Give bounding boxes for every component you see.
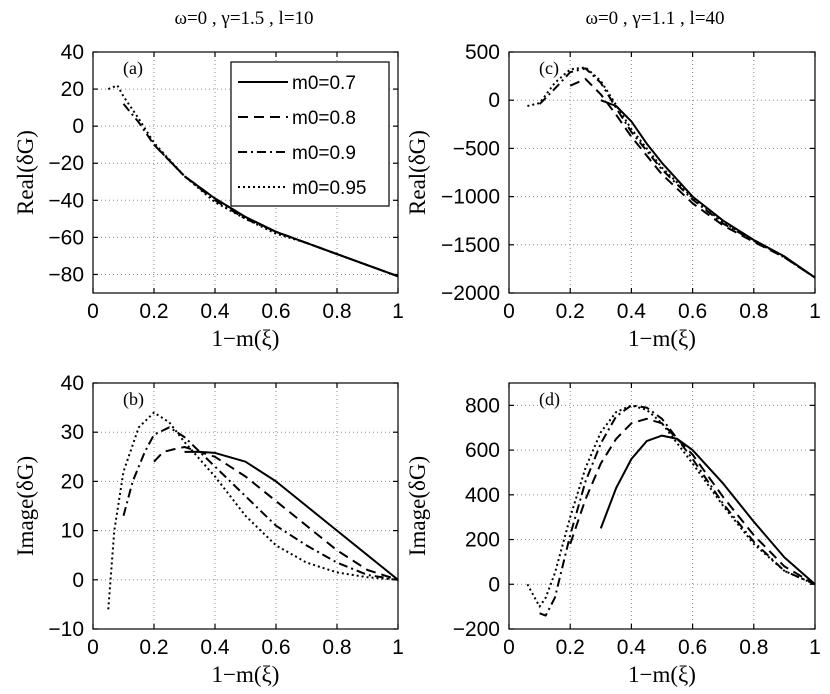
- panel-label: (c): [539, 58, 559, 79]
- legend-entry: m0=0.7: [238, 73, 356, 94]
- x-tick-label: 0.2: [139, 636, 168, 659]
- legend: m0=0.7 m0=0.8 m0=0.9 m0=0.95: [230, 61, 390, 207]
- series-line-dotted: [107, 84, 399, 278]
- y-axis-label: Real(δG): [13, 130, 38, 215]
- x-tick-label: 0.2: [139, 300, 168, 323]
- legend-label: m0=0.8: [292, 108, 356, 129]
- x-tick-label: 0.8: [322, 300, 351, 323]
- series-line-dotted: [107, 411, 399, 610]
- y-tick-label: −80: [48, 263, 84, 286]
- y-tick-label: 0: [72, 569, 84, 592]
- column-title-left: ω=0 , γ=1.5 , l=10: [174, 8, 313, 29]
- x-tick-label: 0.6: [678, 636, 707, 659]
- series-line-dashed: [569, 78, 816, 279]
- axes-frame: [508, 382, 816, 630]
- y-tick-label: 10: [61, 520, 84, 543]
- y-tick-label: 30: [61, 421, 84, 444]
- series-line-dashdot: [122, 103, 399, 278]
- x-tick-label: 0.6: [261, 300, 290, 323]
- axes-frame: [508, 51, 816, 294]
- x-tick-label: 0: [87, 300, 99, 323]
- x-tick-label: 0.2: [556, 636, 585, 659]
- legend-box: [230, 61, 390, 207]
- legend-entry: m0=0.8: [238, 108, 356, 129]
- panel-c: 0 0.2 0.4 0.6 0.8 1 −2000 −1500 −1000 −500 0 500 1−m…: [405, 41, 821, 351]
- y-tick-label: −60: [48, 226, 84, 249]
- axes-frame: [92, 51, 399, 294]
- y-tick-label: 800: [465, 394, 500, 417]
- y-tick-label: 20: [61, 78, 84, 101]
- x-tick-label: 0.4: [617, 300, 647, 323]
- legend-label: m0=0.95: [292, 178, 366, 199]
- x-tick-label: 0.6: [678, 300, 707, 323]
- y-tick-label: 20: [61, 470, 84, 493]
- y-tick-label: 0: [72, 115, 84, 138]
- y-tick-label: 40: [61, 41, 84, 64]
- x-tick-label: 0.4: [617, 636, 647, 659]
- y-tick-label: 400: [465, 484, 500, 507]
- series-line-dashed: [569, 417, 816, 586]
- y-tick-label: −10: [48, 618, 84, 641]
- series-line-solid: [599, 434, 816, 586]
- legend-label: m0=0.9: [292, 143, 356, 164]
- series-line-dotted: [526, 404, 816, 608]
- x-tick-label: 0.8: [739, 636, 768, 659]
- y-axis-label: Image(δG): [405, 456, 430, 556]
- y-tick-label: −1000: [441, 186, 500, 209]
- x-tick-label: 1: [809, 636, 821, 659]
- legend-entry: m0=0.9: [238, 143, 356, 164]
- x-tick-label: 1: [392, 636, 404, 659]
- panel-label: (a): [123, 58, 143, 79]
- x-axis-label: 1−m(ξ): [212, 326, 280, 351]
- x-axis-label: 1−m(ξ): [212, 662, 280, 687]
- y-axis-label: Real(δG): [405, 130, 430, 215]
- y-tick-label: 200: [465, 529, 500, 552]
- x-tick-label: 0.2: [556, 300, 585, 323]
- series-line-dashdot: [122, 426, 399, 581]
- panel-d: 0 0.2 0.4 0.6 0.8 1−20002004006008001−m(ξ)Ima…: [405, 382, 821, 687]
- legend-entry: m0=0.95: [238, 178, 366, 199]
- x-tick-label: 1: [809, 300, 821, 323]
- y-axis-label: Image(δG): [13, 456, 38, 556]
- series-line-dashed: [153, 446, 399, 581]
- panel-b: 0 0.2 0.4 0.6 0.8 1−100102030401−m(ξ)Image(δG…: [13, 372, 404, 687]
- x-axis-label: 1−m(ξ): [628, 326, 696, 351]
- x-tick-label: 0.6: [261, 636, 290, 659]
- panel-label: (b): [123, 389, 144, 410]
- y-tick-label: −2000: [441, 282, 500, 305]
- y-tick-label: −200: [453, 618, 500, 641]
- x-tick-label: 0.8: [322, 636, 351, 659]
- x-tick-label: 0: [503, 636, 515, 659]
- x-axis-label: 1−m(ξ): [628, 662, 696, 687]
- y-tick-label: −20: [48, 152, 84, 175]
- y-tick-label: −1500: [441, 234, 500, 257]
- x-tick-label: 1: [392, 300, 404, 323]
- series-line-dashdot: [538, 67, 816, 279]
- x-tick-label: 0.4: [200, 636, 230, 659]
- y-tick-label: 0: [488, 89, 500, 112]
- column-title-right: ω=0 , γ=1.1 , l=40: [585, 8, 724, 29]
- x-tick-label: 0.8: [739, 300, 768, 323]
- y-tick-label: 600: [465, 439, 500, 462]
- y-tick-label: 40: [61, 372, 84, 395]
- y-tick-label: −500: [453, 137, 500, 160]
- axes-frame: [92, 382, 399, 630]
- y-tick-label: −40: [48, 189, 84, 212]
- series-line-solid: [600, 99, 816, 279]
- x-tick-label: 0: [87, 636, 99, 659]
- x-tick-label: 0.4: [200, 300, 230, 323]
- legend-label: m0=0.7: [292, 73, 356, 94]
- series-line-dotted: [527, 66, 816, 279]
- x-tick-label: 0: [503, 300, 515, 323]
- series-line-solid: [184, 450, 399, 581]
- y-tick-label: 500: [465, 41, 500, 64]
- y-tick-label: 0: [488, 573, 500, 596]
- panel-label: (d): [539, 389, 560, 410]
